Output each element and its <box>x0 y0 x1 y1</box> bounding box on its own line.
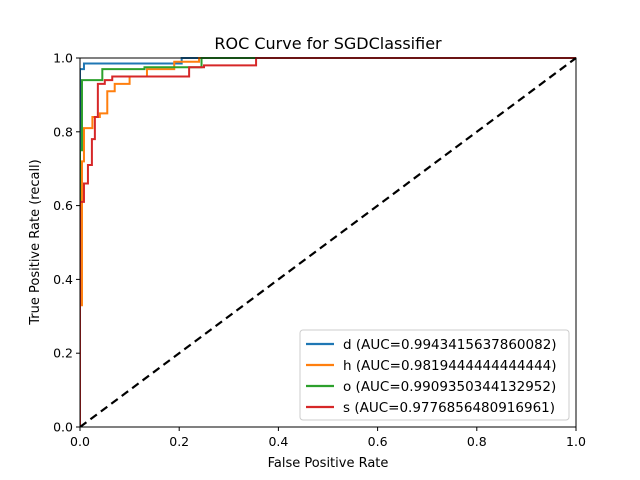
legend-label-3: s (AUC=0.9776856480916961) <box>343 400 555 416</box>
x-tick-label: 0.2 <box>169 434 189 449</box>
x-tick-label: 0.8 <box>467 434 487 449</box>
series-line-2 <box>80 57 576 427</box>
y-axis-ticks: 0.0 0.2 0.4 0.6 0.8 1.0 <box>53 51 80 435</box>
x-tick-label: 0.6 <box>368 434 388 449</box>
plot-frame <box>79 57 577 428</box>
x-tick-label: 0.0 <box>70 434 90 449</box>
y-tick-label: 0.4 <box>53 272 73 287</box>
y-tick-label: 0.0 <box>53 420 73 435</box>
legend-label-1: h (AUC=0.9819444444444444) <box>343 358 557 374</box>
x-tick-label: 0.4 <box>268 434 288 449</box>
series-line-3 <box>80 57 576 427</box>
legend-label-0: d (AUC=0.9943415637860082) <box>343 337 557 353</box>
y-tick-label: 0.8 <box>53 124 73 139</box>
y-tick-label: 0.6 <box>53 198 73 213</box>
y-axis-label: True Positive Rate (recall) <box>28 159 43 325</box>
legend-label-2: o (AUC=0.9909350344132952) <box>343 379 556 395</box>
x-axis-ticks: 0.0 0.2 0.4 0.6 0.8 1.0 <box>70 427 586 449</box>
legend-box <box>299 329 570 421</box>
y-tick-label: 0.2 <box>53 346 73 361</box>
x-axis-label: False Positive Rate <box>268 456 389 471</box>
chart-title: ROC Curve for SGDClassifier <box>214 34 442 53</box>
legend: d (AUC=0.9943415637860082) h (AUC=0.98194… <box>299 329 570 421</box>
y-tick-label: 1.0 <box>53 51 73 66</box>
x-tick-label: 1.0 <box>566 434 586 449</box>
